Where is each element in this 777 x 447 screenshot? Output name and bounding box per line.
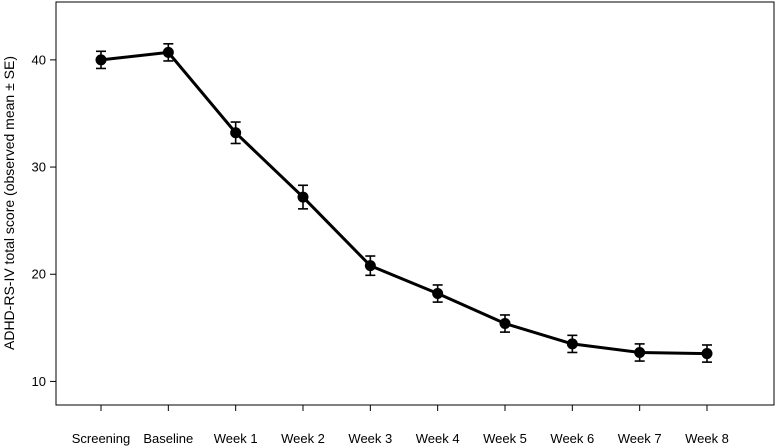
series-line-0 <box>100 50 708 356</box>
data-point-5 <box>432 288 444 300</box>
x-tick-label-3: Week 2 <box>281 431 325 446</box>
x-tick-label-8: Week 7 <box>618 431 662 446</box>
series-layer <box>95 43 713 363</box>
x-tick-label-2: Week 1 <box>214 431 258 446</box>
y-tick-label-2: 30 <box>32 160 46 175</box>
data-point-3 <box>297 191 309 203</box>
x-tick-label-9: Week 8 <box>685 431 729 446</box>
data-point-2 <box>230 127 242 139</box>
y-tick-label-3: 40 <box>32 52 46 67</box>
data-point-8 <box>634 346 646 358</box>
y-tick-label-1: 20 <box>32 267 46 282</box>
y-axis-title: ADHD-RS-IV total score (observed mean ± … <box>1 56 17 350</box>
data-point-9 <box>701 348 713 360</box>
data-point-0 <box>95 54 107 66</box>
data-point-7 <box>566 338 578 350</box>
data-point-6 <box>499 318 511 330</box>
x-tick-label-4: Week 3 <box>348 431 392 446</box>
x-tick-label-1: Baseline <box>143 431 193 446</box>
data-point-1 <box>162 46 174 58</box>
plot-frame <box>55 1 775 406</box>
x-tick-label-7: Week 6 <box>550 431 594 446</box>
x-tick-label-6: Week 5 <box>483 431 527 446</box>
y-axis: 10 20 30 40 <box>32 52 56 389</box>
x-tick-label-5: Week 4 <box>416 431 460 446</box>
data-point-4 <box>364 260 376 272</box>
x-axis: Screening Baseline Week 1 Week 2 Week 3 Week … <box>72 405 729 446</box>
y-tick-label-0: 10 <box>32 374 46 389</box>
x-tick-label-0: Screening <box>72 431 131 446</box>
